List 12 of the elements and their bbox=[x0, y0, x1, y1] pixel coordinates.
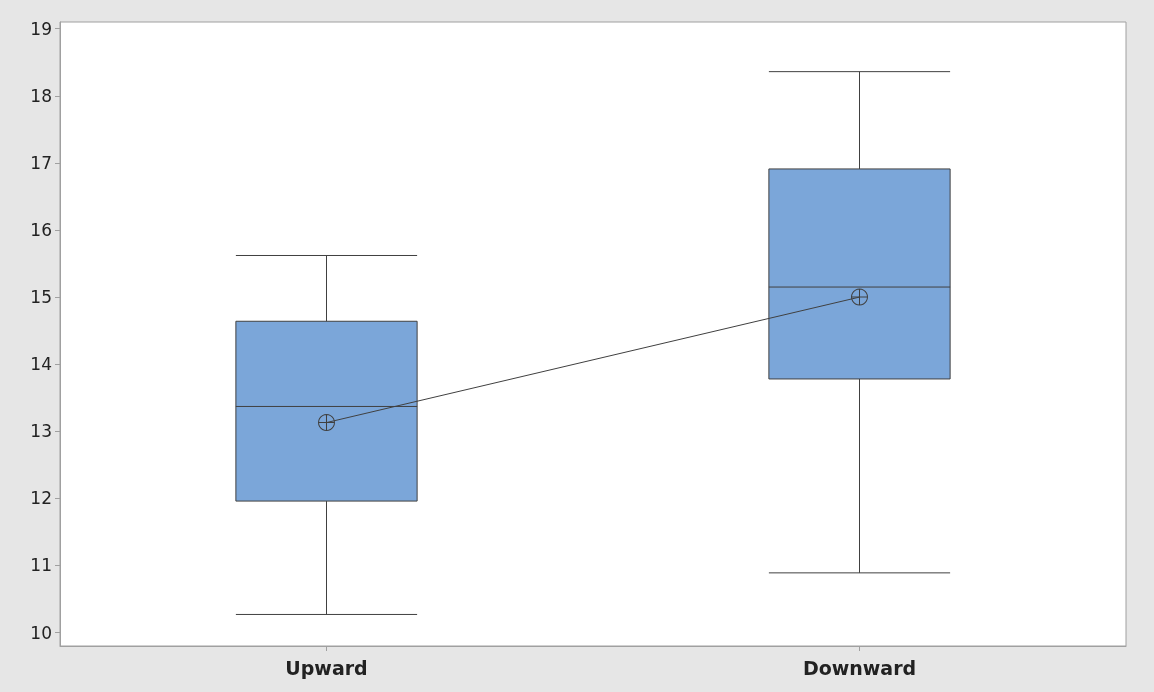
y-tick-label: 12 bbox=[30, 488, 52, 509]
y-tick-label: 11 bbox=[30, 555, 52, 576]
y-tick-label: 16 bbox=[30, 220, 52, 240]
y-tick-label: 13 bbox=[30, 421, 52, 442]
y-tick-label: 14 bbox=[30, 354, 52, 375]
x-tick-label: Upward bbox=[285, 656, 368, 679]
y-tick-label: 17 bbox=[30, 152, 52, 173]
x-tick-label: Downward bbox=[802, 656, 917, 679]
y-tick-label: 15 bbox=[30, 287, 52, 308]
y-tick-label: 18 bbox=[30, 85, 52, 106]
y-tick-label: 19 bbox=[30, 18, 52, 39]
y-tick-label: 10 bbox=[30, 622, 52, 643]
